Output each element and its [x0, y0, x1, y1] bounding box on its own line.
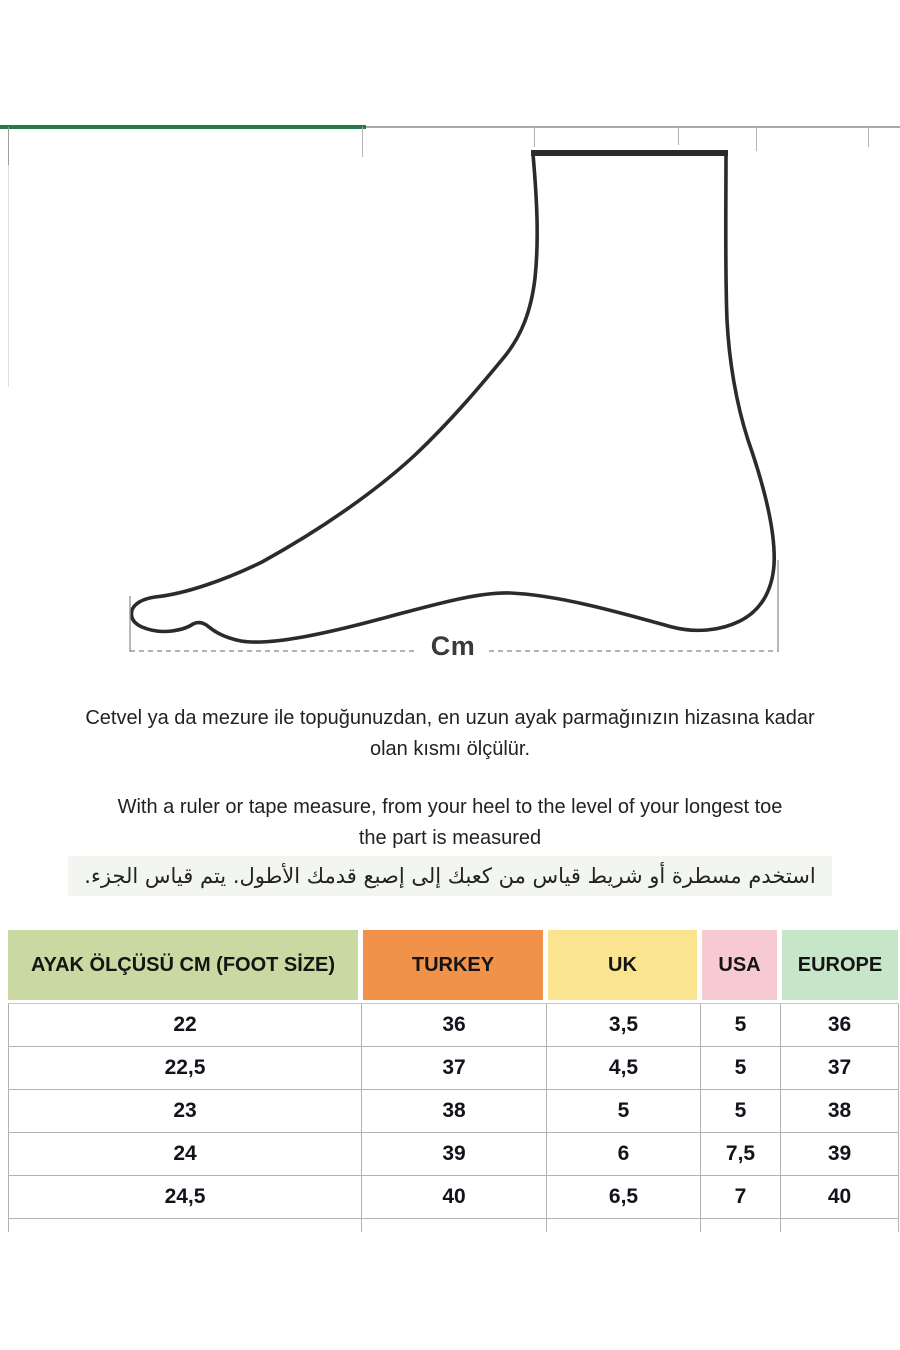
table-row: 22,5 37 4,5 5 37 [9, 1047, 899, 1090]
header-usa: USA [702, 930, 777, 1000]
cell-usa: 5 [701, 1047, 781, 1090]
cell-europe: 39 [781, 1133, 899, 1176]
cell-empty [547, 1219, 701, 1232]
cell-uk: 4,5 [547, 1047, 701, 1090]
cell-footsize: 22 [9, 1004, 362, 1047]
cell-europe: 38 [781, 1090, 899, 1133]
cell-europe: 36 [781, 1004, 899, 1047]
cell-footsize: 24,5 [9, 1176, 362, 1219]
cell-turkey: 39 [362, 1133, 547, 1176]
cell-usa: 5 [701, 1090, 781, 1133]
cell-footsize: 24 [9, 1133, 362, 1176]
instruction-arabic: استخدم مسطرة أو شريط قياس من كعبك إلى إص… [0, 856, 900, 896]
table-row: 22 36 3,5 5 36 [9, 1004, 899, 1047]
grid-tick [868, 127, 869, 147]
header-foot-size: AYAK ÖLÇÜSÜ CM (FOOT SİZE) [8, 930, 358, 1000]
instruction-english: With a ruler or tape measure, from your … [0, 792, 900, 854]
grid-tick [8, 127, 9, 165]
size-table-header: AYAK ÖLÇÜSÜ CM (FOOT SİZE) TURKEY UK USA… [8, 930, 898, 1000]
grid-tick [534, 127, 535, 147]
top-gray-bar [366, 126, 900, 128]
size-table-body: 22 36 3,5 5 36 22,5 37 4,5 5 37 23 38 5 … [8, 1003, 899, 1232]
cell-europe: 40 [781, 1176, 899, 1219]
foot-outline-drawing [129, 150, 779, 652]
cell-usa: 7,5 [701, 1133, 781, 1176]
cell-empty [362, 1219, 547, 1232]
cell-usa: 7 [701, 1176, 781, 1219]
cell-uk: 6 [547, 1133, 701, 1176]
top-green-bar [0, 125, 366, 129]
cell-empty [9, 1219, 362, 1232]
cm-measure-label: Cm [430, 631, 476, 661]
grid-tick [678, 127, 679, 145]
table-row: 24,5 40 6,5 7 40 [9, 1176, 899, 1219]
grid-tick [756, 127, 757, 151]
grid-tick [8, 127, 9, 387]
header-europe: EUROPE [782, 930, 898, 1000]
header-uk: UK [548, 930, 697, 1000]
instruction-turkish: Cetvel ya da mezure ile topuğunuzdan, en… [0, 703, 900, 765]
cell-footsize: 22,5 [9, 1047, 362, 1090]
grid-tick [362, 127, 363, 157]
cell-footsize: 23 [9, 1090, 362, 1133]
table-row-partial [9, 1219, 899, 1232]
cell-europe: 37 [781, 1047, 899, 1090]
instruction-turkish-line2: olan kısmı ölçülür. [369, 738, 531, 760]
cell-uk: 5 [547, 1090, 701, 1133]
table-row: 23 38 5 5 38 [9, 1090, 899, 1133]
cell-usa: 5 [701, 1004, 781, 1047]
instruction-arabic-line: استخدم مسطرة أو شريط قياس من كعبك إلى إص… [68, 856, 832, 896]
cell-empty [701, 1219, 781, 1232]
cell-turkey: 38 [362, 1090, 547, 1133]
header-turkey: TURKEY [363, 930, 543, 1000]
cell-turkey: 37 [362, 1047, 547, 1090]
cell-uk: 3,5 [547, 1004, 701, 1047]
cell-turkey: 36 [362, 1004, 547, 1047]
instruction-english-line2: the part is measured [358, 827, 542, 849]
cell-empty [781, 1219, 899, 1232]
table-row: 24 39 6 7,5 39 [9, 1133, 899, 1176]
cell-uk: 6,5 [547, 1176, 701, 1219]
instruction-turkish-line1: Cetvel ya da mezure ile topuğunuzdan, en… [85, 707, 815, 729]
instruction-english-line1: With a ruler or tape measure, from your … [117, 796, 783, 818]
cell-turkey: 40 [362, 1176, 547, 1219]
